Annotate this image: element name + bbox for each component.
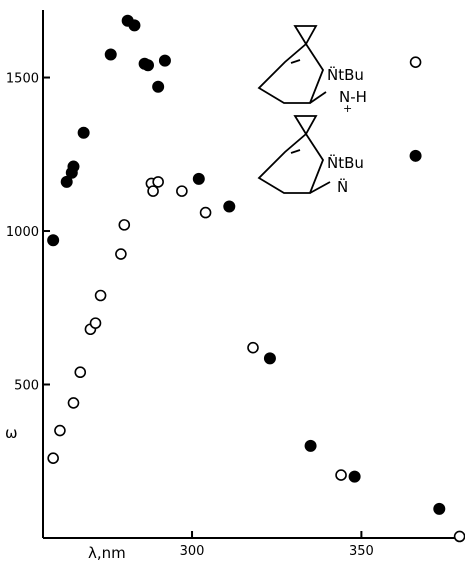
data-point-filled <box>128 19 141 32</box>
data-point-open <box>453 530 465 543</box>
data-point-open <box>147 185 159 197</box>
data-point-filled <box>304 439 317 452</box>
data-point-open <box>409 56 422 68</box>
data-point-filled <box>263 352 276 365</box>
structure-2-bridge <box>290 149 301 154</box>
data-point-filled <box>409 149 422 162</box>
structure-1-bridge <box>290 59 301 64</box>
data-point-open <box>89 317 102 329</box>
data-point-filled <box>77 126 90 139</box>
data-point-filled <box>142 59 154 72</box>
molecule-structure-2: N̈tBu N̈ <box>257 115 364 196</box>
structure-1-bond <box>309 91 327 104</box>
x-tick-label: 350 <box>349 544 374 559</box>
data-point-open <box>115 248 127 260</box>
data-point-filled <box>433 502 446 515</box>
y-axis-label: ω <box>5 424 18 442</box>
x-axis-label: λ,nm <box>88 544 126 562</box>
data-point-open <box>118 219 131 231</box>
data-point-open <box>67 397 80 409</box>
y-tick-label: 500 <box>14 379 39 394</box>
data-point-filled <box>158 54 171 67</box>
data-point-filled <box>104 48 117 61</box>
structure-1-cyclopropane <box>293 25 318 46</box>
structure-2-bond <box>309 181 331 194</box>
data-point-filled <box>60 175 73 188</box>
ticks <box>43 76 363 538</box>
data-point-open <box>152 176 164 188</box>
data-point-open <box>54 424 66 437</box>
structure-2-cyclopropane <box>293 115 318 136</box>
data-point-open <box>176 185 188 197</box>
data-point-filled <box>192 172 205 185</box>
structure-2-ring <box>257 133 325 194</box>
y-tick-label: 1500 <box>6 72 39 87</box>
x-tick-label: 300 <box>180 544 205 559</box>
data-point-filled <box>152 80 165 93</box>
data-point-open <box>94 289 107 302</box>
data-point-open <box>47 452 59 464</box>
molecule-structure-1: N̈tBu N-H + <box>257 25 367 115</box>
data-point-open <box>199 206 212 219</box>
structure-2-label-n: N̈ <box>337 177 348 196</box>
data-point-filled <box>47 234 60 247</box>
data-point-filled <box>348 470 361 483</box>
data-point-open <box>247 341 259 354</box>
structure-2-label-ntbu: N̈tBu <box>327 153 364 172</box>
data-point-filled <box>223 200 236 213</box>
structure-1-ring <box>257 43 325 104</box>
data-point-open <box>335 469 347 481</box>
structure-1-label-ntbu: N̈tBu <box>327 65 364 84</box>
data-point-filled <box>67 160 80 173</box>
data-points <box>47 14 465 543</box>
structure-1-label-nh: N-H <box>339 88 367 106</box>
data-point-open <box>74 366 87 379</box>
structure-1-label-charge: + <box>343 102 352 115</box>
tick-labels: 300 350 500 1000 1500 <box>6 72 374 559</box>
y-tick-label: 1000 <box>6 225 39 240</box>
axes <box>42 10 463 539</box>
